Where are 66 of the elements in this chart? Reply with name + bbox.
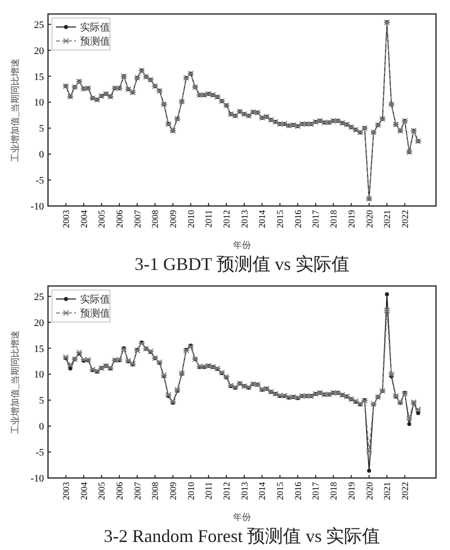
- x-tick-label: 2021: [382, 482, 392, 500]
- x-tick-label: 2022: [400, 482, 410, 500]
- x-axis-title: 年份: [233, 512, 251, 522]
- x-tick-label: 2018: [328, 210, 339, 228]
- x-tick-label: 2008: [150, 482, 160, 500]
- x-tick-label: 2004: [78, 210, 89, 228]
- x-tick-label: 2020: [364, 210, 374, 228]
- y-axis-title: 工业增加值_当期同比增速: [10, 58, 20, 162]
- x-tick-label: 2011: [204, 210, 214, 228]
- y-tick-label: 20: [34, 46, 44, 57]
- x-tick-label: 2012: [222, 482, 232, 500]
- y-tick-label: 25: [34, 292, 44, 303]
- y-tick-label: 0: [39, 422, 44, 433]
- x-tick-label: 2005: [96, 210, 107, 228]
- x-tick-label: 2021: [382, 210, 392, 228]
- y-tick-label: 20: [34, 318, 44, 329]
- x-tick-label: 2013: [239, 210, 250, 228]
- y-tick-label: -5: [36, 448, 44, 459]
- y-tick-label: 15: [34, 72, 44, 83]
- x-tick-label: 2019: [346, 210, 356, 228]
- legend-label: 预测值: [80, 308, 110, 320]
- x-tick-label: 2014: [257, 210, 268, 228]
- x-tick-label: 2014: [257, 482, 268, 500]
- x-tick-label: 2011: [204, 482, 214, 500]
- x-tick-label: 2016: [292, 482, 303, 500]
- x-tick-label: 2006: [114, 482, 125, 500]
- y-tick-label: -10: [30, 474, 44, 484]
- x-tick-label: 2017: [310, 482, 321, 500]
- y-axis-title: 工业增加值_当期同比增速: [10, 330, 20, 434]
- x-tick-label: 2009: [168, 210, 178, 228]
- x-tick-label: 2013: [239, 482, 250, 500]
- y-tick-label: -5: [36, 176, 44, 187]
- x-tick-label: 2007: [132, 210, 142, 228]
- x-tick-label: 2015: [275, 210, 286, 228]
- x-tick-label: 2022: [400, 210, 410, 228]
- text: 3-2 Random Forest 预测值 vs 实际值: [104, 526, 380, 546]
- legend-label: 实际值: [80, 22, 110, 34]
- x-tick-label: 2006: [114, 210, 125, 228]
- legend-label: 实际值: [80, 294, 110, 306]
- y-tick-label: 10: [34, 370, 44, 381]
- x-tick-label: 2003: [60, 482, 71, 500]
- x-tick-label: 2009: [168, 482, 178, 500]
- legend-label: 预测值: [80, 36, 110, 48]
- x-tick-label: 2015: [275, 482, 286, 500]
- x-tick-label: 2010: [186, 482, 196, 500]
- y-tick-label: 0: [39, 150, 44, 161]
- y-tick-label: 25: [34, 20, 44, 31]
- x-tick-label: 2019: [346, 482, 356, 500]
- x-tick-label: 2018: [328, 482, 339, 500]
- x-tick-label: 2003: [60, 210, 71, 228]
- text: 3-1 GBDT 预测值 vs 实际值: [134, 254, 350, 274]
- x-tick-label: 2020: [364, 482, 374, 500]
- x-tick-label: 2012: [222, 210, 232, 228]
- y-tick-label: -10: [30, 202, 44, 212]
- x-tick-label: 2008: [150, 210, 160, 228]
- x-axis-title: 年份: [233, 240, 251, 250]
- x-tick-label: 2007: [132, 482, 142, 500]
- x-tick-label: 2010: [186, 210, 196, 228]
- x-tick-label: 2004: [78, 482, 89, 500]
- x-tick-label: 2016: [292, 210, 303, 228]
- y-tick-label: 15: [34, 344, 44, 355]
- x-tick-label: 2005: [96, 482, 107, 500]
- y-tick-label: 5: [39, 124, 44, 135]
- y-tick-label: 10: [34, 98, 44, 109]
- x-tick-label: 2017: [310, 210, 321, 228]
- y-tick-label: 5: [39, 396, 44, 407]
